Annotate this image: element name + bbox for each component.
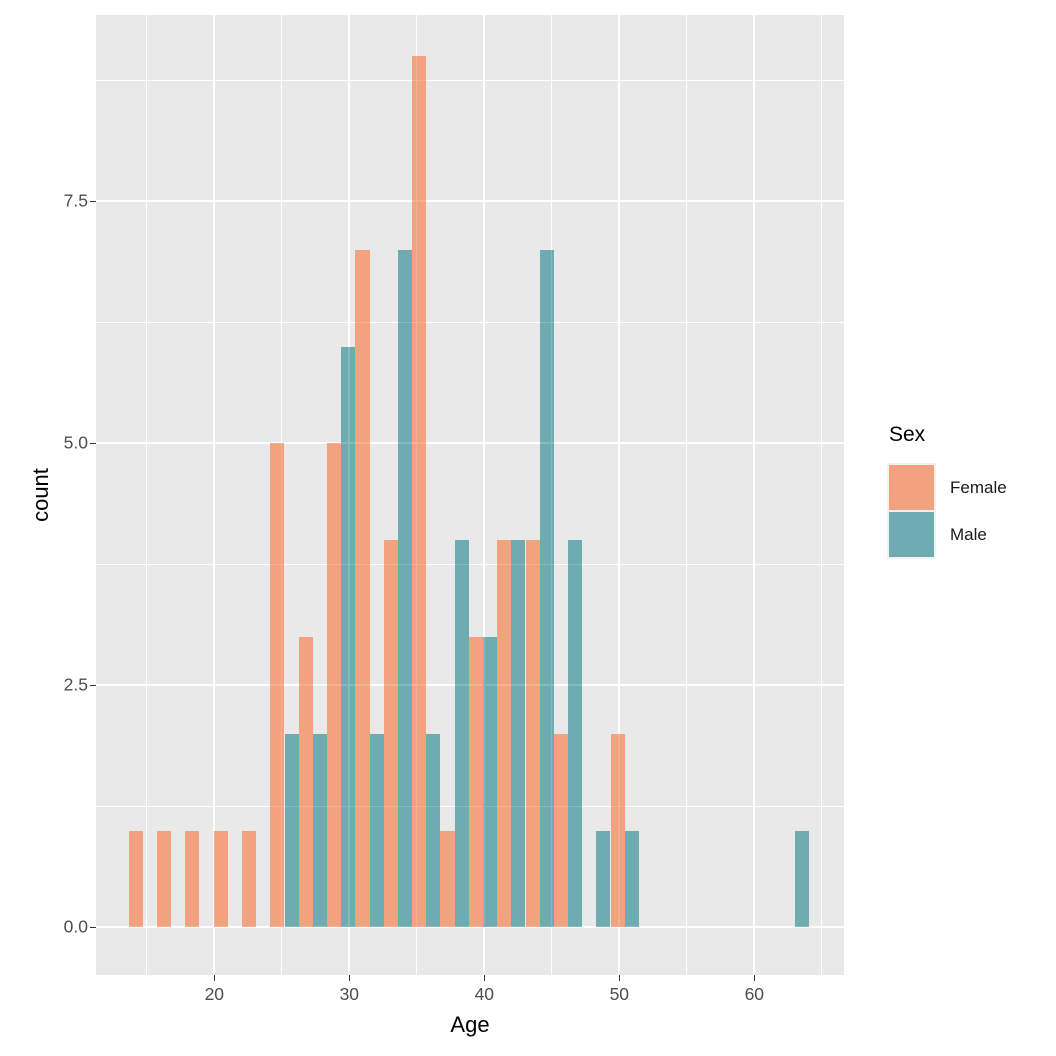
x-tick-label: 40 (474, 984, 495, 1004)
bar-female-23.1 (242, 830, 257, 928)
gridline-x-minor (146, 15, 148, 975)
bar-male-39.9 (482, 636, 498, 928)
x-tick-mark (618, 975, 621, 981)
x-tick-mark (483, 975, 486, 981)
plot-panel (96, 15, 844, 975)
x-axis-title: Age (450, 1012, 490, 1037)
y-axis-title: count (28, 468, 53, 522)
y-tick-label: 7.5 (63, 190, 88, 211)
gridline-y-major (96, 442, 844, 445)
y-tick-mark (90, 684, 96, 687)
bar-male-42 (511, 540, 526, 928)
y-tick-label: 2.5 (63, 674, 88, 695)
bar-male-31.5 (369, 733, 384, 928)
x-tick-label: 50 (609, 984, 630, 1004)
bar-female-31.5 (355, 249, 370, 928)
gridline-x-major (213, 15, 216, 975)
bar-female-18.9 (185, 830, 200, 928)
gridline-x-minor (686, 15, 688, 975)
y-tick-label: 0.0 (63, 916, 88, 937)
x-tick-label: 60 (744, 984, 765, 1004)
gridline-y-minor (96, 321, 844, 323)
legend-title: Sex (889, 423, 926, 446)
bar-female-35.7 (412, 56, 427, 928)
gridline-x-minor (821, 15, 823, 975)
bar-male-37.8 (454, 540, 469, 928)
y-tick-label: 5.0 (63, 432, 88, 453)
bar-female-46.2 (553, 733, 568, 928)
legend: Sex Female Male (887, 423, 1007, 559)
legend-label: Male (950, 524, 987, 544)
bar-male-44.1 (539, 249, 554, 928)
legend-label: Female (950, 477, 1007, 497)
bar-female-25.2 (270, 443, 285, 928)
y-tick-mark (90, 442, 96, 445)
bar-female-50.4 (610, 733, 625, 928)
x-tick-label: 30 (339, 984, 360, 1004)
bar-female-29.4 (327, 443, 342, 928)
gridline-x-major (618, 15, 621, 975)
bar-male-63 (794, 830, 809, 928)
bar-female-39.9 (468, 636, 483, 928)
bar-female-21 (213, 830, 228, 928)
x-tick-label: 20 (204, 984, 225, 1004)
gridline-x-major (483, 15, 486, 975)
y-tick-mark (90, 200, 96, 203)
x-tick-mark (753, 975, 756, 981)
legend-key-male (887, 510, 936, 559)
legend-entry-female: Female (887, 463, 1007, 512)
gridline-y-minor (96, 79, 844, 81)
bar-female-16.8 (156, 830, 172, 928)
bar-male-25.2 (284, 733, 299, 928)
gridline-y-major (96, 926, 844, 929)
bar-female-37.8 (440, 830, 455, 928)
bar-male-46.2 (568, 540, 583, 928)
bar-female-42 (497, 540, 512, 928)
legend-key-female (887, 463, 936, 512)
bar-female-44.1 (525, 540, 540, 928)
x-tick-mark (213, 975, 216, 981)
bar-male-35.7 (426, 733, 441, 928)
x-tick-mark (348, 975, 351, 981)
bar-male-27.3 (312, 733, 328, 928)
bar-female-33.6 (383, 540, 398, 928)
gridline-y-major (96, 200, 844, 203)
bar-female-27.3 (298, 636, 313, 928)
bar-male-29.4 (341, 346, 356, 928)
bar-male-50.4 (624, 830, 639, 928)
bar-male-33.6 (397, 249, 413, 928)
legend-entries: Female Male (887, 463, 1007, 559)
bar-female-14.7 (128, 830, 143, 928)
legend-entry-male: Male (887, 510, 1007, 559)
gridline-x-major (753, 15, 756, 975)
gridline-y-minor (96, 563, 844, 565)
bar-male-48.3 (596, 830, 611, 928)
y-tick-mark (90, 926, 96, 929)
